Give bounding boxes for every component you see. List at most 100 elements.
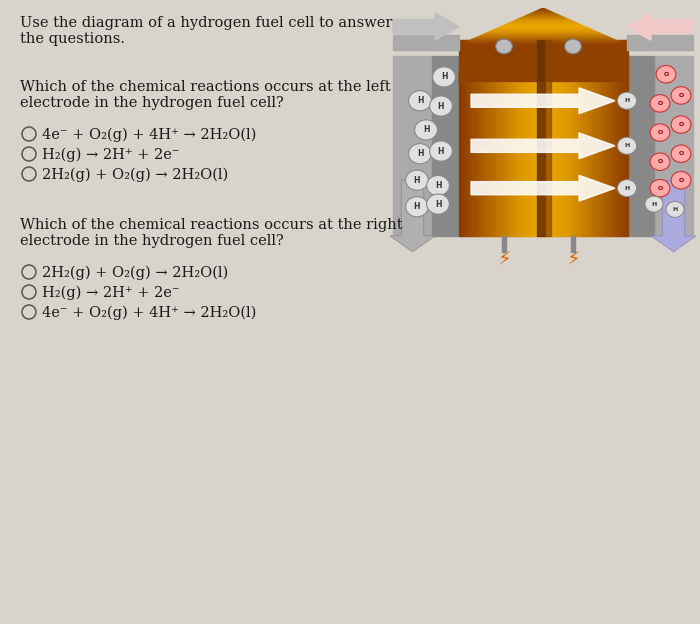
Ellipse shape: [433, 67, 456, 87]
Bar: [526, 40, 531, 236]
Bar: [476, 40, 480, 236]
Text: O: O: [678, 178, 684, 183]
Polygon shape: [627, 12, 693, 41]
Ellipse shape: [666, 202, 684, 217]
Bar: [560, 40, 564, 236]
Polygon shape: [463, 43, 624, 80]
Bar: [473, 40, 477, 236]
Text: H: H: [435, 181, 441, 190]
Polygon shape: [480, 36, 607, 72]
Polygon shape: [482, 34, 603, 71]
Ellipse shape: [426, 194, 449, 214]
Ellipse shape: [565, 39, 582, 54]
Bar: [607, 40, 611, 236]
Ellipse shape: [656, 66, 676, 83]
Polygon shape: [513, 21, 573, 57]
Text: H: H: [423, 125, 429, 134]
Polygon shape: [541, 8, 545, 45]
Bar: [654, 56, 693, 236]
Bar: [533, 40, 538, 236]
Bar: [553, 40, 557, 236]
Bar: [466, 40, 470, 236]
Polygon shape: [511, 21, 575, 59]
Ellipse shape: [426, 175, 449, 195]
Polygon shape: [477, 36, 608, 73]
Polygon shape: [471, 133, 615, 158]
Text: H: H: [652, 202, 657, 207]
Bar: [496, 40, 500, 236]
Text: H₂(g) → 2H⁺ + 2e⁻: H₂(g) → 2H⁺ + 2e⁻: [42, 286, 180, 300]
Polygon shape: [464, 42, 622, 79]
Bar: [459, 40, 463, 236]
Bar: [624, 40, 628, 236]
Polygon shape: [489, 31, 597, 68]
Polygon shape: [471, 39, 615, 76]
Text: Which of the chemical reactions occurs at the right: Which of the chemical reactions occurs a…: [20, 218, 402, 232]
Bar: [489, 40, 493, 236]
Ellipse shape: [650, 95, 670, 112]
Polygon shape: [488, 32, 598, 69]
Text: O: O: [664, 72, 668, 77]
Bar: [570, 40, 574, 236]
Bar: [393, 56, 432, 236]
Bar: [614, 40, 618, 236]
Polygon shape: [473, 39, 614, 76]
Bar: [590, 40, 594, 236]
Ellipse shape: [430, 96, 452, 116]
Text: O: O: [657, 101, 663, 106]
Polygon shape: [526, 15, 560, 52]
Text: H: H: [441, 72, 447, 81]
Bar: [463, 40, 467, 236]
Text: 2H₂(g) + O₂(g) → 2H₂O(l): 2H₂(g) + O₂(g) → 2H₂O(l): [42, 266, 228, 280]
Polygon shape: [519, 17, 566, 55]
Polygon shape: [471, 88, 615, 114]
Polygon shape: [466, 41, 620, 79]
Text: O: O: [657, 186, 663, 191]
Polygon shape: [468, 41, 619, 78]
Ellipse shape: [650, 180, 670, 197]
Ellipse shape: [617, 137, 636, 154]
Bar: [573, 40, 578, 236]
Polygon shape: [493, 29, 594, 67]
Polygon shape: [535, 11, 552, 48]
Polygon shape: [531, 12, 555, 49]
Polygon shape: [501, 26, 585, 63]
Text: H: H: [416, 149, 424, 158]
Text: H: H: [438, 147, 444, 155]
Text: O: O: [657, 130, 663, 135]
Bar: [617, 40, 622, 236]
Text: H₂(g) → 2H⁺ + 2e⁻: H₂(g) → 2H⁺ + 2e⁻: [42, 148, 180, 162]
Bar: [627, 56, 654, 236]
Ellipse shape: [671, 87, 691, 104]
Text: H: H: [438, 102, 444, 110]
Polygon shape: [494, 29, 592, 66]
Polygon shape: [510, 22, 577, 59]
Polygon shape: [522, 17, 565, 54]
Polygon shape: [503, 25, 583, 62]
Ellipse shape: [671, 172, 691, 189]
Bar: [600, 40, 605, 236]
Text: 4e⁻ + O₂(g) + 4H⁺ → 2H₂O(l): 4e⁻ + O₂(g) + 4H⁺ → 2H₂O(l): [42, 128, 256, 142]
Text: H: H: [416, 96, 424, 105]
Bar: [432, 56, 459, 236]
Ellipse shape: [671, 145, 691, 162]
Text: H: H: [624, 144, 629, 149]
Bar: [545, 40, 550, 236]
Ellipse shape: [430, 141, 452, 161]
Text: O: O: [678, 151, 684, 156]
Bar: [506, 40, 510, 236]
Text: H: H: [414, 202, 420, 212]
Text: electrode in the hydrogen fuel cell?: electrode in the hydrogen fuel cell?: [20, 234, 284, 248]
Polygon shape: [499, 27, 587, 64]
Bar: [499, 40, 504, 236]
Bar: [547, 40, 551, 236]
Text: O: O: [678, 93, 684, 98]
Ellipse shape: [650, 124, 670, 141]
Bar: [393, 34, 459, 51]
Polygon shape: [530, 13, 556, 51]
Bar: [523, 40, 527, 236]
Ellipse shape: [405, 197, 428, 217]
Bar: [510, 40, 514, 236]
Bar: [543, 40, 547, 236]
Bar: [519, 40, 524, 236]
